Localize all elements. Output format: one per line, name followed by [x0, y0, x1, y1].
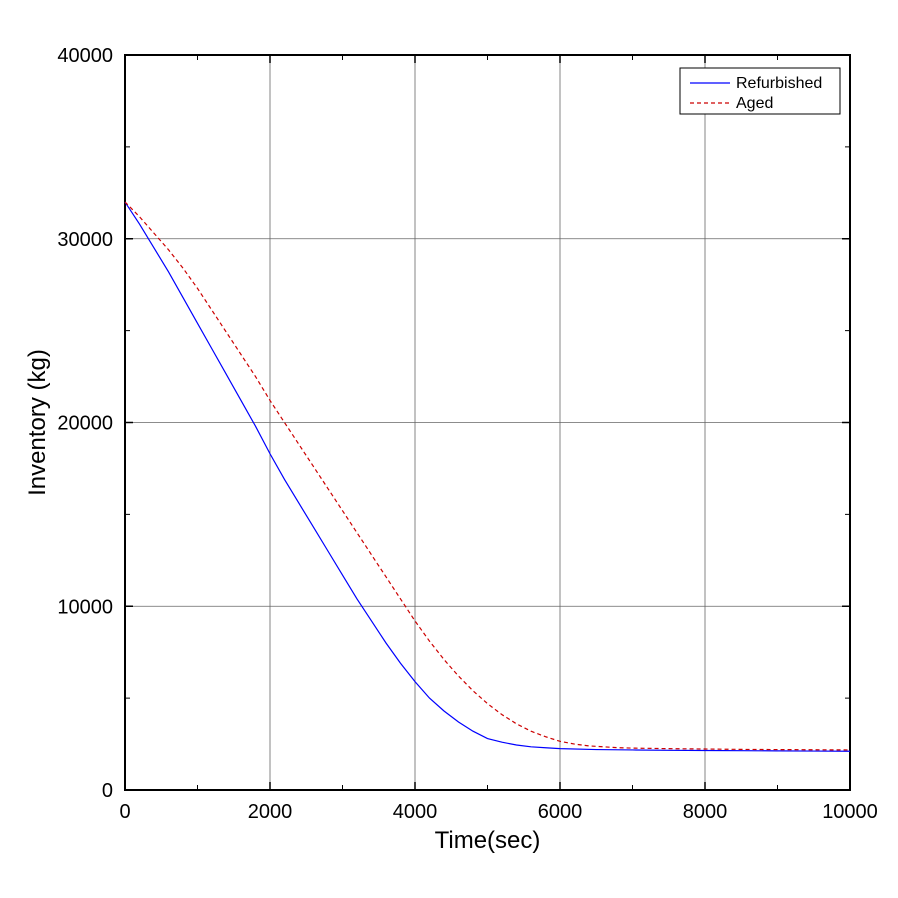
x-tick-label: 6000: [538, 801, 583, 823]
y-tick-label: 40000: [57, 45, 113, 67]
y-tick-label: 0: [102, 780, 113, 802]
x-tick-label: 0: [119, 801, 130, 823]
y-axis-label: Inventory (kg): [24, 349, 51, 496]
x-tick-label: 2000: [248, 801, 293, 823]
x-tick-label: 8000: [683, 801, 728, 823]
x-axis-label: Time(sec): [435, 827, 541, 854]
chart-svg: 0 2000 4000 6000 8000 10000 0 10000 20000 30000 40…: [0, 0, 898, 898]
legend-label: Aged: [736, 95, 773, 112]
y-tick-label: 10000: [57, 596, 113, 618]
y-tick-label: 30000: [57, 229, 113, 251]
x-tick-label: 10000: [822, 801, 878, 823]
y-tick-label: 20000: [57, 413, 113, 435]
legend-label: Refurbished: [736, 75, 822, 92]
x-tick-label: 4000: [393, 801, 438, 823]
chart-container: 0 2000 4000 6000 8000 10000 0 10000 20000 30000 40…: [0, 0, 898, 898]
